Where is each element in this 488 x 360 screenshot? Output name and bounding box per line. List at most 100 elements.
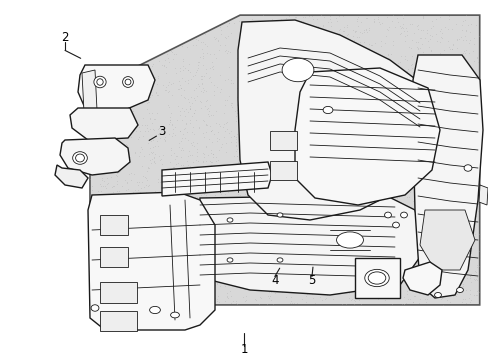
Point (442, 185, 450, 190)
Point (365, 136, 373, 142)
Point (402, 261, 409, 266)
Point (343, 234, 350, 240)
Point (298, 154, 305, 159)
Point (245, 33, 253, 39)
Point (269, 122, 277, 127)
Point (436, 108, 444, 113)
Point (467, 210, 475, 215)
Point (278, 148, 286, 154)
Point (138, 258, 145, 264)
Point (179, 67, 186, 73)
Point (371, 233, 379, 238)
Point (440, 224, 447, 229)
Point (350, 298, 358, 304)
Point (202, 144, 209, 150)
Point (139, 273, 146, 279)
Point (286, 82, 294, 88)
Ellipse shape (170, 312, 179, 318)
Point (362, 208, 369, 214)
Point (223, 293, 231, 299)
Point (256, 87, 264, 93)
Point (360, 154, 367, 160)
Point (470, 231, 478, 237)
Point (393, 60, 401, 66)
Point (167, 261, 175, 267)
Point (186, 117, 194, 123)
Point (422, 54, 430, 60)
Point (380, 93, 387, 99)
Point (416, 112, 424, 117)
Point (396, 87, 404, 93)
Point (321, 45, 328, 51)
Point (424, 144, 432, 149)
Point (260, 166, 267, 172)
Point (245, 207, 253, 213)
Point (323, 285, 330, 291)
Point (162, 296, 170, 301)
Point (317, 181, 325, 186)
Point (468, 192, 476, 198)
Point (303, 101, 310, 107)
Point (386, 209, 393, 215)
Point (383, 53, 390, 58)
Point (413, 26, 421, 32)
Point (246, 93, 254, 98)
Point (334, 83, 342, 89)
Point (434, 277, 442, 283)
Point (286, 59, 294, 64)
Point (130, 229, 138, 235)
Point (439, 66, 447, 72)
Point (452, 36, 460, 42)
Point (145, 71, 153, 77)
Point (265, 163, 273, 168)
Point (260, 199, 267, 205)
Point (202, 213, 210, 219)
Point (337, 144, 345, 149)
Point (255, 148, 263, 154)
Point (427, 64, 435, 70)
Point (150, 189, 158, 194)
Point (302, 293, 310, 299)
Point (325, 223, 332, 229)
Point (188, 273, 196, 279)
Point (242, 142, 250, 148)
Point (261, 78, 269, 84)
Point (349, 284, 357, 290)
Point (416, 282, 424, 287)
Point (269, 92, 277, 98)
Point (183, 44, 190, 50)
Point (232, 154, 240, 159)
Point (471, 122, 479, 128)
Point (113, 96, 121, 102)
Point (215, 206, 223, 212)
Point (318, 256, 326, 262)
Point (287, 275, 295, 281)
Point (400, 38, 407, 44)
Point (423, 130, 430, 135)
Point (87, 167, 95, 172)
Ellipse shape (323, 107, 332, 114)
Point (257, 60, 264, 66)
Point (226, 128, 234, 134)
Point (432, 291, 440, 297)
Point (400, 33, 408, 39)
Point (187, 208, 195, 214)
Point (159, 179, 167, 185)
Point (282, 243, 289, 249)
Point (207, 231, 215, 237)
Point (340, 209, 348, 215)
Point (213, 280, 221, 285)
Point (338, 206, 346, 212)
Point (458, 283, 466, 289)
Point (452, 45, 460, 51)
Point (310, 146, 318, 152)
Point (368, 131, 376, 136)
Point (347, 236, 355, 242)
Point (397, 30, 405, 35)
Point (226, 140, 234, 145)
Point (290, 146, 298, 152)
Point (347, 76, 355, 82)
Point (356, 157, 364, 163)
Point (287, 237, 295, 243)
Point (102, 146, 110, 152)
